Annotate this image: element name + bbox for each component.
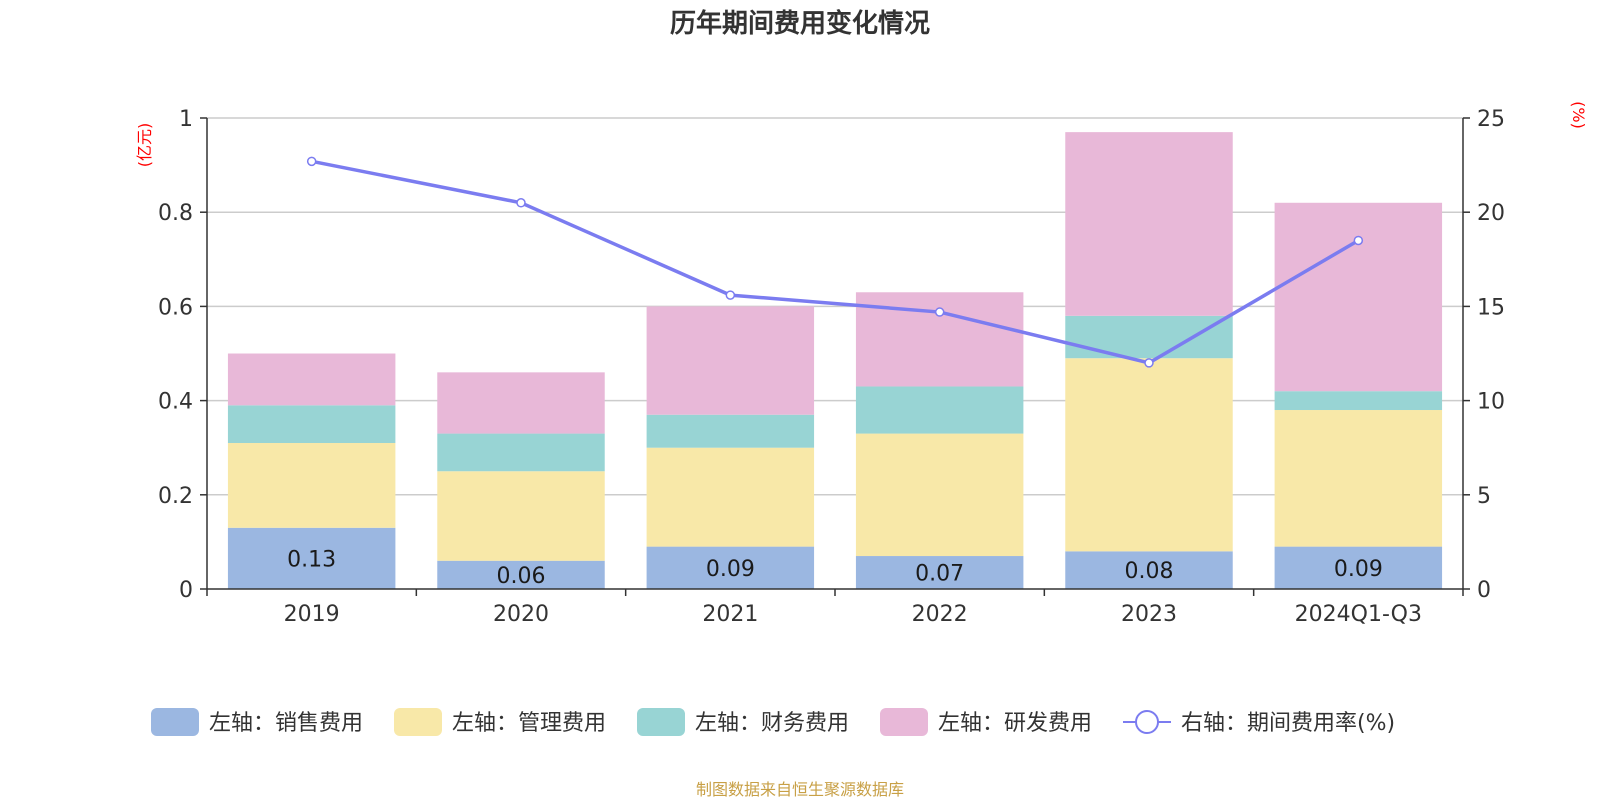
legend: 左轴：销售费用 左轴：管理费用 左轴：财务费用 左轴：研发费用 右轴：期间费用率(%)	[151, 708, 1395, 736]
bar-value-label: 0.09	[706, 557, 755, 582]
x-tick-label: 2023	[1121, 602, 1177, 627]
bar-segment-series-3-2020	[437, 372, 605, 434]
x-tick-label: 2021	[702, 602, 758, 627]
left-tick-label: 0.6	[158, 295, 193, 320]
legend-swatch-0	[151, 708, 199, 736]
bar-segment-series-3-2024Q1-Q3	[1274, 202, 1443, 392]
bar-segment-series-3-2023	[1065, 132, 1233, 316]
expense-rate-point	[306, 156, 317, 167]
right-tick-label: 25	[1477, 107, 1505, 132]
right-axis-unit: (%)	[1569, 101, 1588, 129]
x-tick-label: 2019	[284, 602, 340, 627]
bar-value-label: 0.07	[915, 562, 964, 587]
expense-rate-polyline	[311, 159, 1360, 365]
left-axis-unit: (亿元)	[135, 123, 154, 168]
bar-segment-series-1-2020	[437, 471, 605, 561]
expense-rate-point	[725, 290, 736, 300]
right-tick-label: 10	[1477, 390, 1505, 415]
bar-segment-series-0-2024Q1-Q3	[1274, 546, 1443, 589]
bar-segment-series-3-2021	[646, 306, 815, 415]
expense-rate-point	[1144, 358, 1154, 368]
left-tick-label: 0.2	[158, 484, 193, 509]
bar-segment-series-1-2023	[1065, 358, 1233, 552]
bar-segment-series-0-2023	[1065, 551, 1233, 589]
legend-swatch-1	[394, 708, 442, 736]
x-tick-label: 2020	[493, 602, 549, 627]
bar-segment-series-2-2019	[227, 405, 396, 443]
bar-segment-series-1-2022	[855, 433, 1024, 557]
x-tick-label: 2024Q1-Q3	[1295, 602, 1422, 627]
bar-segment-series-3-2019	[227, 353, 396, 406]
bar-segment-series-0-2019	[227, 527, 396, 589]
bar-segment-series-2-2020	[437, 433, 605, 472]
left-tick-label: 1	[179, 107, 193, 132]
expense-rate-point	[516, 198, 526, 208]
bar-segment-series-1-2021	[646, 447, 815, 547]
right-tick-label: 5	[1477, 484, 1491, 509]
bar-segment-series-0-2022	[855, 556, 1024, 589]
stacked-bars	[227, 132, 1443, 589]
bar-value-label: 0.13	[287, 547, 336, 572]
right-tick-label: 20	[1477, 201, 1505, 226]
left-tick-label: 0.4	[158, 390, 193, 415]
left-tick-label: 0.8	[158, 201, 193, 226]
bar-value-labels: 0.13 0.06 0.09 0.07 0.08 0.09	[287, 547, 1383, 588]
source-note: 制图数据来自恒生聚源数据库	[696, 780, 904, 799]
legend-swatch-2	[637, 708, 685, 736]
right-tick-label: 15	[1477, 295, 1505, 320]
chart-title: 历年期间费用变化情况	[670, 8, 930, 39]
legend-label-2: 左轴：财务费用	[695, 711, 849, 736]
bar-value-label: 0.08	[1125, 559, 1174, 584]
legend-label-3: 左轴：研发费用	[938, 711, 1092, 736]
gridlines	[207, 117, 1463, 496]
legend-swatch-3	[880, 708, 928, 736]
right-tick-label: 0	[1477, 578, 1491, 603]
bar-segment-series-0-2021	[646, 546, 815, 589]
expense-rate-point	[1353, 235, 1364, 246]
left-tick-label: 0	[179, 578, 193, 603]
bar-segment-series-1-2019	[227, 442, 396, 528]
bar-segment-series-2-2023	[1065, 315, 1233, 359]
bar-segment-series-2-2024Q1-Q3	[1274, 391, 1443, 411]
legend-swatch-marker	[1135, 710, 1159, 734]
expense-rate-point	[934, 307, 945, 317]
expense-rate-line	[306, 156, 1364, 368]
legend-label-1: 左轴：管理费用	[452, 711, 606, 736]
bar-segment-series-2-2022	[855, 386, 1024, 434]
bar-value-label: 0.09	[1334, 557, 1383, 582]
legend-label-0: 左轴：销售费用	[209, 711, 363, 736]
bar-value-label: 0.06	[497, 564, 546, 589]
legend-label-4: 右轴：期间费用率(%)	[1181, 711, 1395, 736]
bar-segment-series-0-2020	[437, 560, 605, 589]
bar-segment-series-1-2024Q1-Q3	[1274, 410, 1443, 547]
x-tick-label: 2022	[912, 602, 968, 627]
bar-segment-series-2-2021	[646, 414, 815, 448]
